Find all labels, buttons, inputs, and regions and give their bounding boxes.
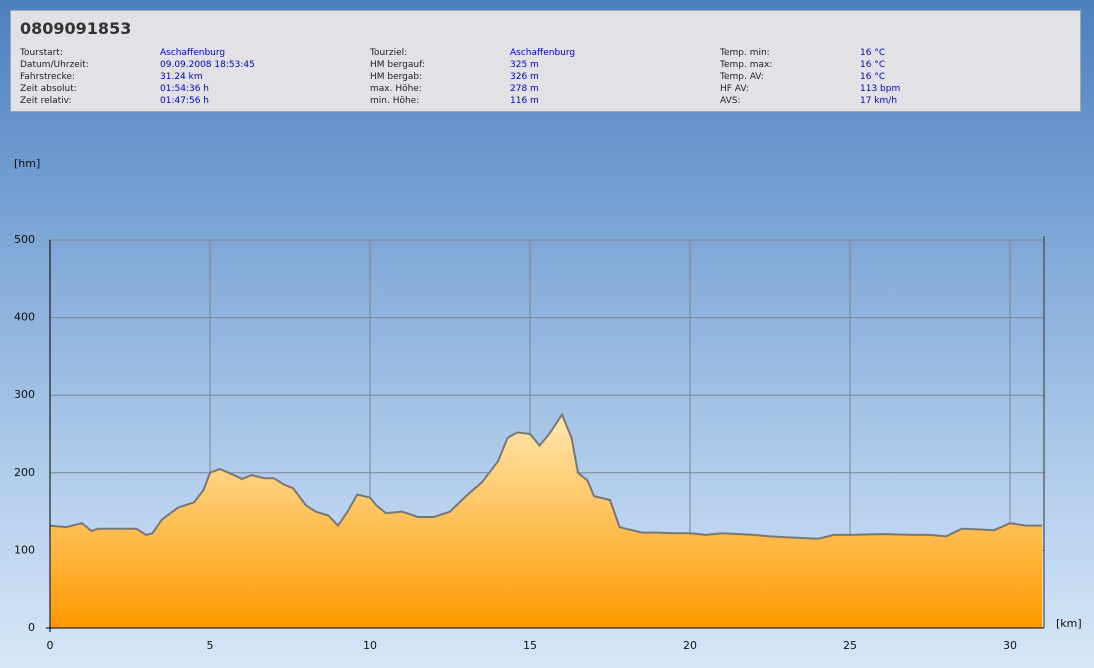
info-panel: 0809091853 Tourstart: Aschaffenburg Datum/… bbox=[10, 10, 1081, 112]
info-value: 01:54:36 h bbox=[160, 84, 209, 94]
x-tick-label: 30 bbox=[1003, 639, 1017, 652]
info-label: Tourstart: bbox=[20, 48, 63, 58]
info-label: Tourziel: bbox=[370, 48, 408, 58]
info-value: 325 m bbox=[510, 60, 539, 70]
info-label: HF AV: bbox=[720, 84, 749, 94]
info-label: Zeit absolut: bbox=[20, 84, 77, 94]
info-value: 326 m bbox=[510, 72, 539, 82]
area bbox=[50, 414, 1042, 628]
y-tick-label: 300 bbox=[14, 388, 35, 401]
line bbox=[49, 412, 1042, 540]
info-label: AVS: bbox=[720, 96, 741, 106]
info-value: 116 m bbox=[510, 96, 539, 106]
x-tick-label: 5 bbox=[207, 639, 214, 652]
info-label: Zeit relativ: bbox=[20, 96, 72, 106]
y-tick-label: 400 bbox=[14, 311, 35, 324]
info-value: 16 °C bbox=[860, 60, 886, 70]
info-value: Aschaffenburg bbox=[160, 48, 226, 58]
y-axis-label: [hm] bbox=[14, 157, 40, 170]
info-label: Datum/Uhrzeit: bbox=[20, 60, 89, 70]
y-tick-label: 500 bbox=[14, 233, 35, 246]
title: 0809091853 bbox=[20, 19, 132, 38]
info-label: max. Höhe: bbox=[370, 84, 422, 94]
x-tick-label: 15 bbox=[523, 639, 537, 652]
x-tick-label: 20 bbox=[683, 639, 697, 652]
info-label: HM bergauf: bbox=[370, 60, 425, 70]
info-value: Aschaffenburg bbox=[510, 48, 576, 58]
info-value: 16 °C bbox=[860, 48, 886, 58]
info-label: Temp. min: bbox=[720, 48, 770, 58]
info-value: 16 °C bbox=[860, 72, 886, 82]
info-label: Temp. max: bbox=[720, 60, 773, 70]
info-value: 113 bpm bbox=[860, 84, 901, 94]
x-tick-label: 25 bbox=[843, 639, 857, 652]
info-label: HM bergab: bbox=[370, 72, 423, 82]
info-value: 17 km/h bbox=[860, 96, 898, 106]
info-value: 278 m bbox=[510, 84, 539, 94]
x-tick-label: 0 bbox=[47, 639, 54, 652]
info-value: 01:47:56 h bbox=[160, 96, 209, 106]
info-label: min. Höhe: bbox=[370, 96, 420, 106]
x-axis-label: [km] bbox=[1056, 617, 1082, 630]
x-tick-label: 10 bbox=[363, 639, 377, 652]
info-label: Fahrstrecke: bbox=[20, 72, 75, 82]
y-tick-label: 0 bbox=[28, 621, 35, 634]
info-value: 31.24 km bbox=[160, 72, 203, 82]
y-tick-label: 100 bbox=[14, 543, 35, 556]
y-tick-label: 200 bbox=[14, 466, 35, 479]
info-label: Temp. AV: bbox=[720, 72, 764, 82]
info-value: 09.09.2008 18:53:45 bbox=[160, 60, 255, 70]
